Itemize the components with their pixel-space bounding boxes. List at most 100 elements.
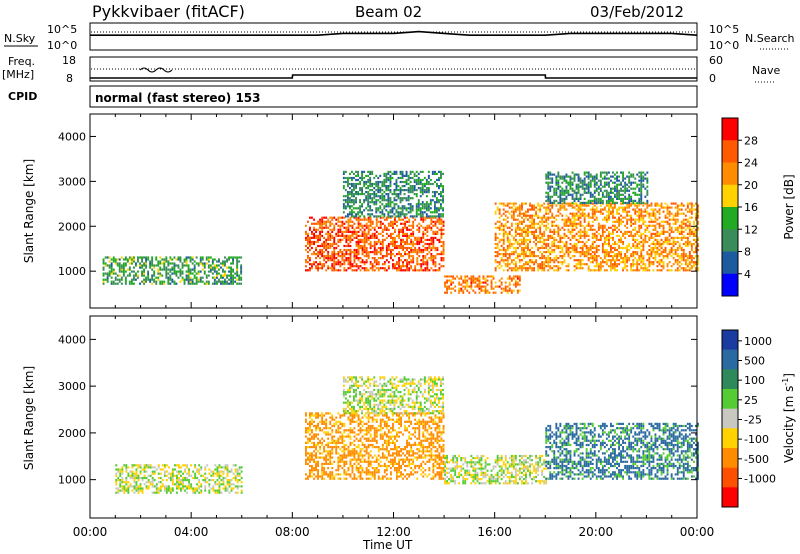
power-cell <box>484 289 487 292</box>
power-cell <box>484 281 487 284</box>
power-cell <box>369 201 372 204</box>
power-cell <box>642 257 645 260</box>
power-cell <box>573 224 576 227</box>
power-cell <box>412 224 415 227</box>
power-cell <box>347 203 349 206</box>
power-cell <box>357 248 360 252</box>
power-cell <box>648 230 651 233</box>
power-cell <box>612 251 614 254</box>
power-cell <box>357 182 359 186</box>
power-cell <box>545 191 548 194</box>
power-cell <box>640 255 643 258</box>
power-cell <box>583 183 586 186</box>
power-cell <box>654 242 657 246</box>
velocity-cell <box>119 483 122 486</box>
power-cell <box>209 264 212 267</box>
power-cell <box>591 224 594 227</box>
power-cell <box>379 257 382 260</box>
power-cell <box>426 226 429 229</box>
power-cell <box>171 280 174 283</box>
power-cell <box>652 224 655 227</box>
power-cell <box>339 238 342 241</box>
power-cell <box>407 187 410 190</box>
power-cell <box>529 259 531 262</box>
power-cell <box>381 267 384 270</box>
power-cell <box>424 246 427 250</box>
power-cell <box>533 222 535 225</box>
power-cell <box>351 234 354 237</box>
power-cell <box>379 222 382 225</box>
power-cell <box>666 230 669 233</box>
power-cell <box>579 265 582 268</box>
power-cell <box>418 251 421 254</box>
power-cell <box>630 222 633 225</box>
power-cell <box>424 232 427 235</box>
power-cell <box>317 255 319 258</box>
power-cell <box>565 265 568 268</box>
power-cell <box>404 242 406 246</box>
power-cell <box>351 251 354 254</box>
power-cell <box>402 232 404 235</box>
power-cell <box>216 272 218 275</box>
power-cell <box>357 193 359 196</box>
power-cell <box>549 230 552 233</box>
power-cell <box>409 185 412 188</box>
power-cell <box>549 208 552 211</box>
power-cell <box>387 234 390 237</box>
power-cell <box>391 211 394 214</box>
power-cell <box>668 226 671 229</box>
power-cell <box>398 257 400 260</box>
power-cell <box>577 179 580 182</box>
power-cell <box>232 258 234 261</box>
power-cell <box>678 232 681 235</box>
power-cell <box>581 267 584 270</box>
power-cell <box>405 170 408 173</box>
power-cell <box>126 260 129 263</box>
power-cell <box>398 263 400 266</box>
power-cell <box>664 220 667 223</box>
power-cell <box>670 251 673 254</box>
power-cell <box>379 251 382 254</box>
power-cell <box>224 272 226 275</box>
power-cell <box>583 232 586 235</box>
power-cell <box>339 263 342 266</box>
power-cell <box>658 226 661 229</box>
power-cell <box>605 269 608 272</box>
power-cell <box>440 176 442 180</box>
power-cell <box>307 236 309 239</box>
power-cell <box>175 264 178 267</box>
power-cell <box>169 278 172 281</box>
power-cell <box>632 251 635 254</box>
power-cell <box>601 177 604 180</box>
power-cell <box>405 209 408 212</box>
power-cell <box>581 259 584 262</box>
power-cell <box>622 261 624 264</box>
velocity-cell <box>123 485 126 488</box>
power-cell <box>361 178 363 182</box>
power-cell <box>583 234 586 237</box>
velocity-cell <box>143 466 146 469</box>
power-cell <box>587 267 590 270</box>
power-cell <box>668 269 671 272</box>
power-cell <box>620 220 622 223</box>
power-cell <box>504 232 507 235</box>
power-cell <box>169 270 172 273</box>
power-cell <box>569 246 572 250</box>
power-cell <box>612 197 614 200</box>
power-cell <box>605 173 608 176</box>
power-cell <box>624 206 627 209</box>
power-cell <box>387 199 390 202</box>
power-cell <box>642 232 645 235</box>
power-cell <box>351 226 354 229</box>
power-cell <box>527 228 529 231</box>
power-cell <box>436 248 439 252</box>
power-cell <box>357 251 360 254</box>
power-cell <box>620 218 622 221</box>
power-cell <box>545 218 548 221</box>
power-cell <box>518 212 521 215</box>
power-cell <box>622 171 624 174</box>
power-cell <box>557 269 560 272</box>
power-cell <box>500 259 503 262</box>
power-cell <box>421 187 424 190</box>
power-cell <box>608 255 610 258</box>
